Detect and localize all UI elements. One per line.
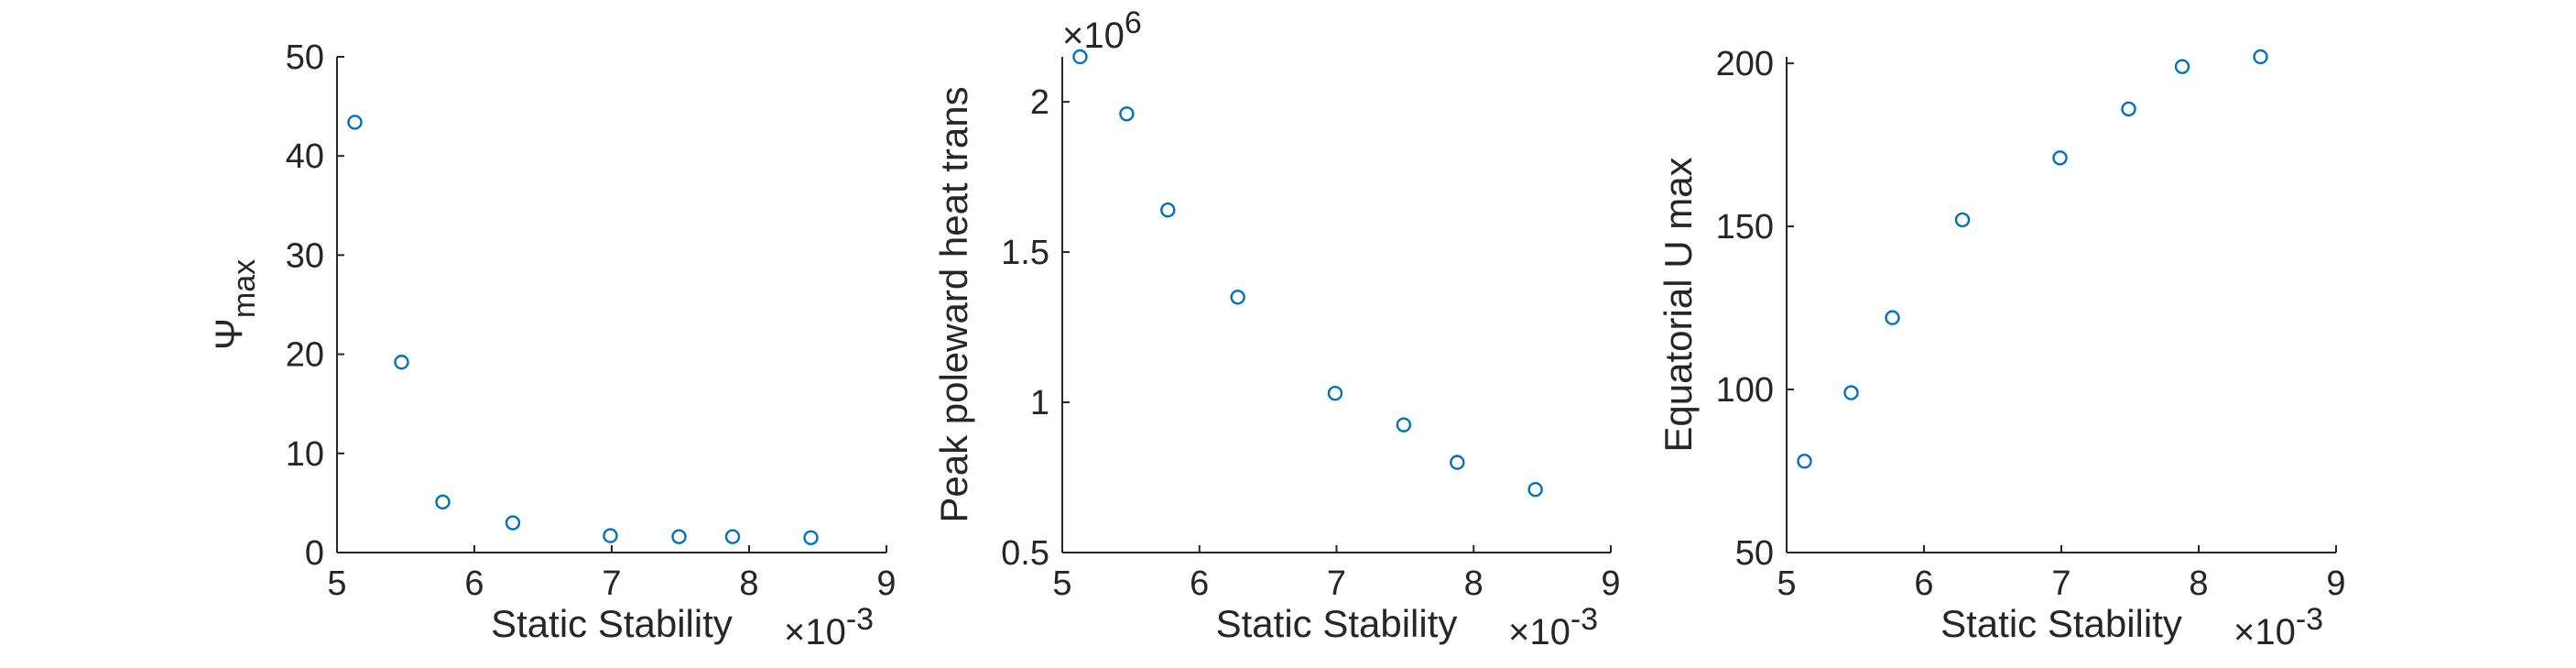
- x-tick-label: 6: [1190, 564, 1209, 603]
- data-point: [1885, 310, 1900, 325]
- data-point: [1450, 454, 1465, 470]
- y-exponent-power: 6: [1125, 5, 1142, 40]
- x-tick-label: 9: [1601, 564, 1620, 603]
- x-tick-label: 5: [327, 564, 346, 603]
- x-tick-label: 6: [464, 564, 484, 603]
- equatorial-u-panel: 5 6 7 8 9 50 100 150 200 Static Stability ×10-3 Equ…: [1657, 45, 2346, 652]
- data-point: [1160, 203, 1176, 218]
- y-tick-label: 0: [305, 534, 324, 573]
- x-exponent-label: ×10-3: [2234, 602, 2323, 652]
- y-axis-label: Ψmax: [207, 259, 262, 350]
- data-point: [724, 529, 741, 544]
- y-tick-label: 50: [1735, 534, 1774, 573]
- y-tick-label: 20: [286, 336, 324, 375]
- y-axis-label-subscript: max: [227, 259, 262, 318]
- x-tick-label: 7: [1327, 564, 1346, 603]
- data-point: [1954, 212, 1971, 228]
- data-point: [603, 528, 618, 543]
- data-point: [671, 529, 687, 544]
- y-exponent-base: ×10: [1062, 16, 1125, 56]
- x-axis-label: Static Stability: [1940, 602, 2182, 645]
- psi-max-panel: 5 6 7 8 9 0 10 20 30 40 50 Static Stability ×10-3 Ψma…: [207, 38, 897, 652]
- data-point: [435, 494, 451, 510]
- y-tick-label: 100: [1716, 371, 1774, 410]
- data-point: [2052, 150, 2068, 166]
- data-point: [803, 530, 819, 545]
- data-point: [2174, 59, 2190, 74]
- y-tick-label: 150: [1716, 208, 1774, 246]
- y-tick-label: 30: [286, 236, 324, 275]
- x-exponent-base: ×10: [2234, 612, 2296, 652]
- data-point: [394, 355, 409, 370]
- y-tick-label: 0.5: [1001, 534, 1049, 573]
- x-tick-label: 6: [1914, 564, 1933, 603]
- x-axis-label: Static Stability: [491, 602, 733, 645]
- data-point: [1396, 417, 1412, 433]
- y-axis-label-symbol: Ψ: [207, 318, 250, 350]
- x-exponent-label: ×10-3: [1508, 602, 1598, 652]
- data-point: [1843, 385, 1859, 400]
- y-tick-label: 40: [286, 137, 324, 176]
- x-tick-label: 9: [876, 564, 896, 603]
- data-point: [1527, 481, 1543, 498]
- data-point: [505, 515, 521, 531]
- x-axis-label: Static Stability: [1216, 602, 1458, 645]
- y-axis-label: Equatorial U max: [1657, 157, 1700, 452]
- x-tick-label: 5: [1777, 564, 1796, 603]
- y-tick-label: 1.5: [1001, 234, 1049, 272]
- data-point: [1119, 106, 1135, 122]
- x-exponent-base: ×10: [784, 612, 846, 652]
- y-tick-label: 2: [1030, 83, 1049, 122]
- x-tick-label: 5: [1052, 564, 1071, 603]
- y-tick-label: 1: [1030, 384, 1049, 422]
- x-tick-label: 7: [602, 564, 621, 603]
- data-point: [2121, 101, 2136, 117]
- x-exponent-label: ×10-3: [784, 602, 874, 652]
- x-exponent-power: -3: [2296, 602, 2323, 637]
- y-axis-label: Peak poleward heat trans: [932, 86, 975, 522]
- x-tick-label: 8: [1464, 564, 1484, 603]
- data-point: [1327, 386, 1343, 401]
- data-point: [1797, 454, 1812, 469]
- y-tick-label: 200: [1716, 45, 1774, 83]
- data-point: [1072, 49, 1088, 65]
- y-tick-label: 10: [286, 435, 324, 474]
- y-exponent-label: ×106: [1062, 5, 1142, 56]
- data-point: [2253, 49, 2268, 65]
- y-tick-label: 50: [286, 38, 324, 77]
- x-exponent-power: -3: [1571, 602, 1598, 637]
- x-tick-label: 7: [2051, 564, 2071, 603]
- x-tick-label: 9: [2326, 564, 2345, 603]
- x-tick-label: 8: [2189, 564, 2208, 603]
- x-tick-label: 8: [739, 564, 758, 603]
- x-exponent-base: ×10: [1508, 612, 1571, 652]
- data-point: [1230, 290, 1245, 305]
- data-point: [347, 115, 363, 130]
- x-exponent-power: -3: [846, 602, 874, 637]
